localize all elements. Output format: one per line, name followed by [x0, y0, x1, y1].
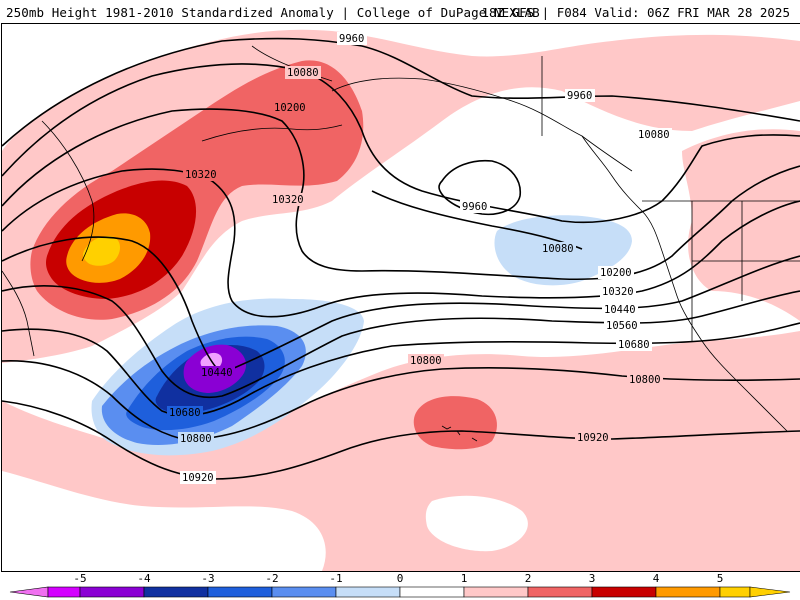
colorbar-label: 5 — [716, 572, 724, 585]
contour-10080 — [2, 63, 800, 224]
alaska-coast — [331, 77, 633, 172]
label-10560-right: 10560 — [606, 320, 638, 332]
anomaly-map: 9960 9960 9960 10080 10080 10080 10200 1… — [2, 29, 800, 571]
label-10680-right: 10680 — [618, 339, 650, 351]
contour-9960-north — [2, 37, 800, 147]
colorbar-bin — [655, 586, 721, 598]
label-10080-right: 10080 — [638, 129, 670, 141]
title-bar: 250mb Height 1981-2010 Standardized Anom… — [0, 0, 800, 26]
anomaly-plus5-region — [83, 236, 120, 266]
map-panel: 9960 9960 9960 10080 10080 10080 10200 1… — [1, 23, 800, 572]
label-10800-mid: 10800 — [410, 355, 442, 367]
colorbar-strip — [9, 586, 791, 598]
label-10440-right: 10440 — [604, 304, 636, 316]
colorbar-bin — [271, 586, 337, 598]
map-title: 250mb Height 1981-2010 Standardized Anom… — [6, 5, 540, 20]
colorbar-bin — [79, 586, 145, 598]
colorbar-label: 0 — [396, 572, 404, 585]
label-10920-right: 10920 — [577, 432, 609, 444]
label-10200-right: 10200 — [600, 267, 632, 279]
label-10320-left: 10320 — [185, 169, 217, 181]
anomaly-plus1-east — [682, 129, 800, 321]
model-valid-time: 18Z GFS | F084 Valid: 06Z FRI MAR 28 202… — [481, 5, 790, 20]
anomaly-plus2-hawaii — [413, 396, 497, 450]
label-10080-top: 10080 — [287, 67, 319, 79]
colorbar-label: -1 — [329, 572, 343, 585]
colorbar-bin — [463, 586, 529, 598]
contour-10200 — [2, 108, 800, 281]
colorbar-bin — [335, 586, 401, 598]
anomaly-zero-patch-1 — [2, 471, 326, 571]
label-9960-right: 9960 — [567, 90, 592, 102]
label-10200-top: 10200 — [274, 102, 306, 114]
bering-coast — [251, 45, 333, 82]
colorbar-bin — [719, 586, 751, 598]
aleutians — [201, 124, 343, 142]
colorbar-label: 3 — [588, 572, 596, 585]
colorbar-bin — [143, 586, 209, 598]
contour-10080-pac — [371, 190, 583, 250]
colorbar-bin — [591, 586, 657, 598]
height-contours — [2, 37, 800, 480]
anomaly-shading — [2, 29, 800, 571]
colorbar: -5 -4 -3 -2 -1 0 1 2 3 4 5 — [0, 572, 800, 600]
label-9960-low: 9960 — [462, 201, 487, 213]
label-10800-low: 10800 — [180, 433, 212, 445]
contour-10560 — [2, 285, 800, 398]
japan-coast — [2, 270, 35, 357]
coastlines — [2, 45, 800, 442]
colorbar-arrow-right — [749, 586, 791, 598]
colorbar-label: 1 — [460, 572, 468, 585]
label-10320-right: 10320 — [602, 286, 634, 298]
colorbar-arrow-left — [9, 586, 49, 598]
bc-coast — [581, 135, 663, 252]
colorbar-label: -2 — [265, 572, 279, 585]
label-10080-pac: 10080 — [542, 243, 574, 255]
colorbar-bin — [399, 586, 465, 598]
colorbar-label: -3 — [201, 572, 215, 585]
label-9960-top: 9960 — [339, 33, 364, 45]
colorbar-label: 2 — [524, 572, 532, 585]
contour-10320 — [2, 168, 800, 318]
label-10920-left: 10920 — [182, 472, 214, 484]
colorbar-label: 4 — [652, 572, 660, 585]
label-10800-right: 10800 — [629, 374, 661, 386]
label-10320-mid: 10320 — [272, 194, 304, 206]
colorbar-label: -4 — [137, 572, 151, 585]
contour-10440 — [2, 236, 800, 374]
colorbar-bin — [527, 586, 593, 598]
colorbar-label: -5 — [73, 572, 87, 585]
kamchatka — [41, 120, 95, 262]
anomaly-zero-patch-2 — [425, 495, 528, 552]
label-10680-low: 10680 — [169, 407, 201, 419]
colorbar-bin — [207, 586, 273, 598]
contour-labels: 9960 9960 9960 10080 10080 10080 10200 1… — [167, 32, 672, 484]
label-10440-low: 10440 — [201, 367, 233, 379]
contour-10680 — [2, 322, 800, 417]
contour-10920 — [2, 400, 800, 480]
colorbar-bin — [47, 586, 81, 598]
